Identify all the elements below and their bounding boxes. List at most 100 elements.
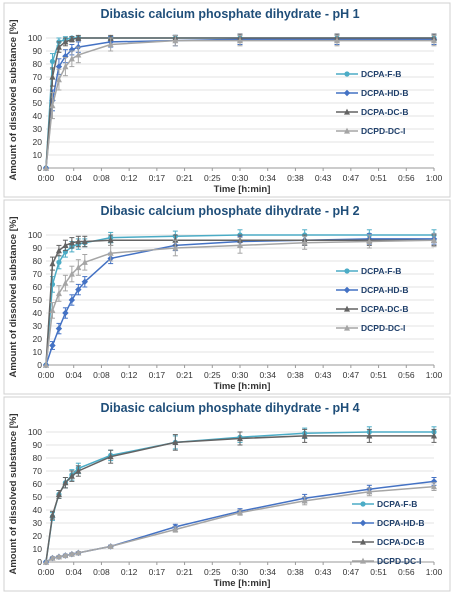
xtick-label-10: 0:43 [315,173,332,183]
xtick-label-12: 0:51 [370,370,387,380]
panel-ph1-title: Dibasic calcium phosphate dihydrate - pH… [100,7,359,21]
panel-ph1-xlabel: Time [h:min] [214,184,271,195]
point-dcpd-dc-i-5 [75,264,82,271]
ytick-label-90: 90 [33,440,43,450]
xtick-label-14: 1:00 [426,173,443,183]
ytick-label-60: 60 [33,85,43,95]
legend-marker-dcpd-dc-i [344,127,350,134]
point-dcpd-dc-i-9 [301,497,308,504]
panel-ph2-xlabel: Time [h:min] [214,381,271,392]
xtick-label-11: 0:47 [343,173,360,183]
xtick-label-7: 0:30 [232,567,249,577]
point-dcpd-dc-i-6 [107,41,114,48]
ytick-label-40: 40 [33,111,43,121]
point-dcpa-hd-b-4 [68,296,76,304]
xtick-label-14: 1:00 [426,567,443,577]
panel-ph2-frame [3,199,451,395]
point-dcpd-dc-i-3 [62,279,69,286]
ytick-label-50: 50 [33,492,43,502]
point-dcpd-dc-i-11 [366,238,373,245]
ytick-label-80: 80 [33,453,43,463]
legend-marker-dcpa-f-b [344,268,350,274]
point-dcpa-dc-b-11 [431,432,437,439]
legend-label-dcpa-dc-b: DCPA-DC-B [377,537,425,547]
xtick-label-9: 0:38 [287,567,304,577]
ytick-label-10: 10 [33,544,43,554]
point-dcpd-dc-i-1 [49,307,56,313]
legend-label-dcpa-hd-b: DCPA-HD-B [377,518,425,528]
point-dcpa-hd-b-4 [68,46,76,53]
legend-label-dcpa-dc-b: DCPA-DC-B [361,304,409,314]
ytick-label-30: 30 [33,321,43,331]
xtick-label-8: 0:34 [259,567,276,577]
xtick-label-11: 0:47 [343,370,360,380]
xtick-label-8: 0:34 [259,173,276,183]
legend-marker-dcpa-dc-b [344,305,350,312]
panel-ph4-ylabel: Amount of dissolved substance [%] [8,414,19,575]
xtick-label-10: 0:43 [315,567,332,577]
ytick-label-90: 90 [33,243,43,253]
series-dcpd-dc-i [43,233,437,368]
point-dcpd-dc-i-9 [237,242,243,248]
xtick-label-8: 0:34 [259,370,276,380]
point-dcpd-dc-i-2 [55,76,62,83]
point-dcpa-dc-b-7 [172,439,179,445]
legend-marker-dcpa-dc-b [344,108,350,115]
panel-ph2: Dibasic calcium phosphate dihydrate - pH… [3,199,451,395]
point-dcpd-dc-i-11 [431,483,437,490]
xtick-label-3: 0:12 [121,567,138,577]
series-line-dcpa-dc-b [45,435,434,563]
point-dcpd-dc-i-6 [107,543,114,549]
xtick-label-0: 0:00 [38,567,55,577]
point-dcpa-dc-b-4 [68,239,75,246]
point-dcpd-dc-i-4 [68,270,75,277]
point-dcpd-dc-i-1 [49,554,56,561]
point-dcpa-dc-b-5 [75,467,82,474]
xtick-label-4: 0:17 [149,173,166,183]
panel-ph2-title: Dibasic calcium phosphate dihydrate - pH… [100,204,359,218]
legend-marker-dcpa-f-b [360,501,366,507]
ytick-label-50: 50 [33,295,43,305]
legend-label-dcpa-f-b: DCPA-F-B [361,69,401,79]
point-dcpd-dc-i-0 [43,361,49,368]
panel-ph1: Dibasic calcium phosphate dihydrate - pH… [3,2,451,198]
point-dcpa-hd-b-6 [81,278,88,285]
xtick-label-1: 0:04 [65,370,82,380]
legend-marker-dcpd-dc-i [344,324,350,331]
point-dcpd-dc-i-2 [55,553,62,560]
point-dcpd-dc-i-10 [366,488,373,495]
point-dcpa-dc-b-9 [301,432,308,439]
ytick-label-20: 20 [33,137,43,147]
point-dcpa-hd-b-2 [55,325,63,332]
point-dcpd-dc-i-0 [43,558,49,565]
panel-ph4-xlabel: Time [h:min] [214,578,271,589]
point-dcpa-hd-b-2 [55,63,63,70]
point-dcpa-dc-b-3 [62,479,69,486]
xtick-label-14: 1:00 [426,370,443,380]
point-dcpd-dc-i-10 [301,239,308,246]
ytick-label-30: 30 [33,124,43,134]
ytick-label-100: 100 [28,33,42,43]
point-dcpa-dc-b-6 [107,453,114,460]
point-dcpa-dc-b-2 [55,491,62,497]
xtick-label-12: 0:51 [370,173,387,183]
legend-label-dcpd-dc-i: DCPD-DC-I [361,323,405,333]
point-dcpa-dc-b-2 [55,43,62,50]
point-dcpa-dc-b-1 [49,511,56,518]
xtick-label-12: 0:51 [370,567,387,577]
ytick-label-100: 100 [28,427,42,437]
point-dcpd-dc-i-7 [172,526,179,533]
ytick-label-0: 0 [37,163,42,173]
point-dcpa-dc-b-2 [55,247,62,254]
ytick-label-40: 40 [33,505,43,515]
point-dcpa-dc-b-4 [68,472,75,479]
xtick-label-0: 0:00 [38,173,55,183]
point-dcpd-dc-i-10 [431,37,437,44]
point-dcpd-dc-i-3 [62,63,69,70]
xtick-label-6: 0:25 [204,173,221,183]
xtick-label-5: 0:21 [176,173,193,183]
point-dcpd-dc-i-1 [49,102,56,109]
legend-marker-dcpd-dc-i [360,557,366,564]
xtick-label-2: 0:08 [93,370,110,380]
